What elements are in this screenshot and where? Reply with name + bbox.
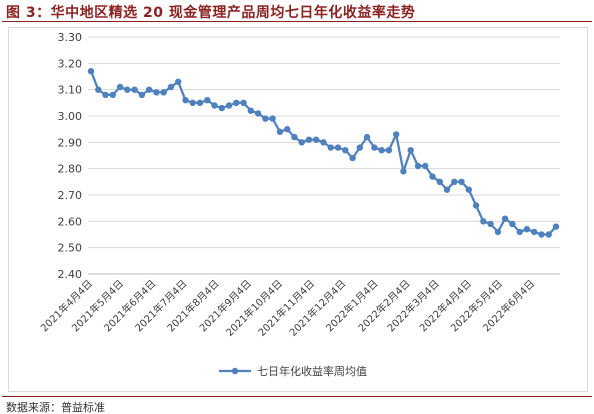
data-point [131, 86, 138, 93]
data-point [211, 102, 218, 109]
data-point [472, 202, 480, 209]
y-tick-label: 2.80 [58, 163, 83, 176]
data-point [305, 136, 313, 143]
data-point [363, 133, 371, 141]
data-point [407, 147, 414, 154]
data-point [276, 128, 284, 135]
data-point [465, 186, 472, 193]
data-point [153, 89, 160, 96]
data-point [327, 144, 334, 151]
data-point [160, 89, 167, 96]
data-point [393, 131, 400, 138]
data-point [182, 97, 189, 104]
axes: 3.30 3.20 3.10 3.00 2.90 2.80 2.70 2.60 2.50 2.40… [38, 31, 560, 339]
data-point [313, 136, 320, 143]
data-point [494, 228, 502, 236]
x-tick-label: 2021年12月4日 [287, 277, 349, 339]
data-point [124, 86, 131, 93]
data-point [538, 231, 545, 238]
y-tick-label: 3.30 [58, 31, 83, 44]
data-source: 数据来源：普益标准 [6, 401, 105, 414]
data-point [145, 86, 153, 93]
data-point [545, 231, 552, 238]
x-tick-label: 2022年2月4日 [355, 277, 412, 334]
data-point [436, 178, 443, 185]
y-tick-label: 2.90 [58, 136, 83, 149]
x-tick-label: 2021年11月4日 [255, 277, 317, 339]
figure-title: 图 3：华中地区精选 20 现金管理产品周均七日年化收益率走势 [6, 5, 416, 21]
data-point [233, 99, 240, 107]
data-point [342, 147, 349, 154]
data-point [451, 178, 458, 185]
data-point [501, 215, 509, 222]
y-tick-label: 2.40 [58, 268, 83, 281]
data-point [116, 83, 124, 91]
data-point [400, 168, 407, 175]
data-point [204, 97, 211, 104]
series-layer [87, 68, 560, 238]
y-tick-label: 2.50 [58, 242, 83, 255]
data-point [531, 228, 538, 236]
data-point [371, 144, 378, 151]
data-point [422, 162, 429, 170]
data-point [87, 68, 95, 75]
x-tick-label: 2022年6月4日 [480, 277, 537, 334]
data-point [109, 91, 117, 99]
chart-frame [8, 27, 588, 392]
data-point [291, 133, 298, 141]
data-point [334, 144, 342, 151]
data-point [95, 86, 102, 93]
legend-label: 七日年化收益率周均值 [257, 364, 367, 378]
title-divider [2, 21, 592, 22]
y-tick-label: 3.00 [58, 110, 83, 123]
data-point [480, 218, 487, 225]
data-point [509, 220, 516, 228]
data-point [443, 186, 451, 193]
data-point [378, 147, 385, 154]
data-point [320, 139, 327, 146]
data-point [262, 115, 269, 122]
data-point [298, 139, 305, 146]
data-point [414, 162, 422, 170]
y-tick-label: 2.60 [58, 215, 83, 228]
series-line [89, 70, 558, 236]
data-point [523, 226, 531, 233]
data-point [218, 104, 225, 112]
data-point [356, 144, 363, 151]
data-point [247, 107, 254, 114]
data-point [349, 154, 356, 162]
data-point [552, 223, 560, 230]
y-tick-label: 3.10 [58, 84, 83, 97]
data-point [429, 173, 436, 180]
data-point [487, 220, 494, 228]
x-tick-label: 2021年10月4日 [223, 277, 285, 339]
data-point [138, 91, 146, 99]
legend: 七日年化收益率周均值 [219, 364, 367, 378]
data-point [102, 91, 109, 99]
data-point [167, 83, 175, 91]
data-point [269, 115, 276, 122]
data-point [385, 147, 393, 154]
legend-marker [231, 367, 239, 375]
data-point [175, 78, 182, 86]
data-point [196, 99, 204, 107]
data-point [225, 102, 233, 109]
data-point [240, 99, 247, 107]
source-divider [2, 396, 592, 397]
data-point [458, 178, 465, 185]
data-point [516, 228, 523, 236]
data-point [189, 99, 196, 107]
y-tick-label: 3.20 [58, 57, 83, 70]
data-point [284, 126, 291, 133]
y-tick-label: 2.70 [58, 189, 83, 202]
data-point [254, 110, 262, 117]
